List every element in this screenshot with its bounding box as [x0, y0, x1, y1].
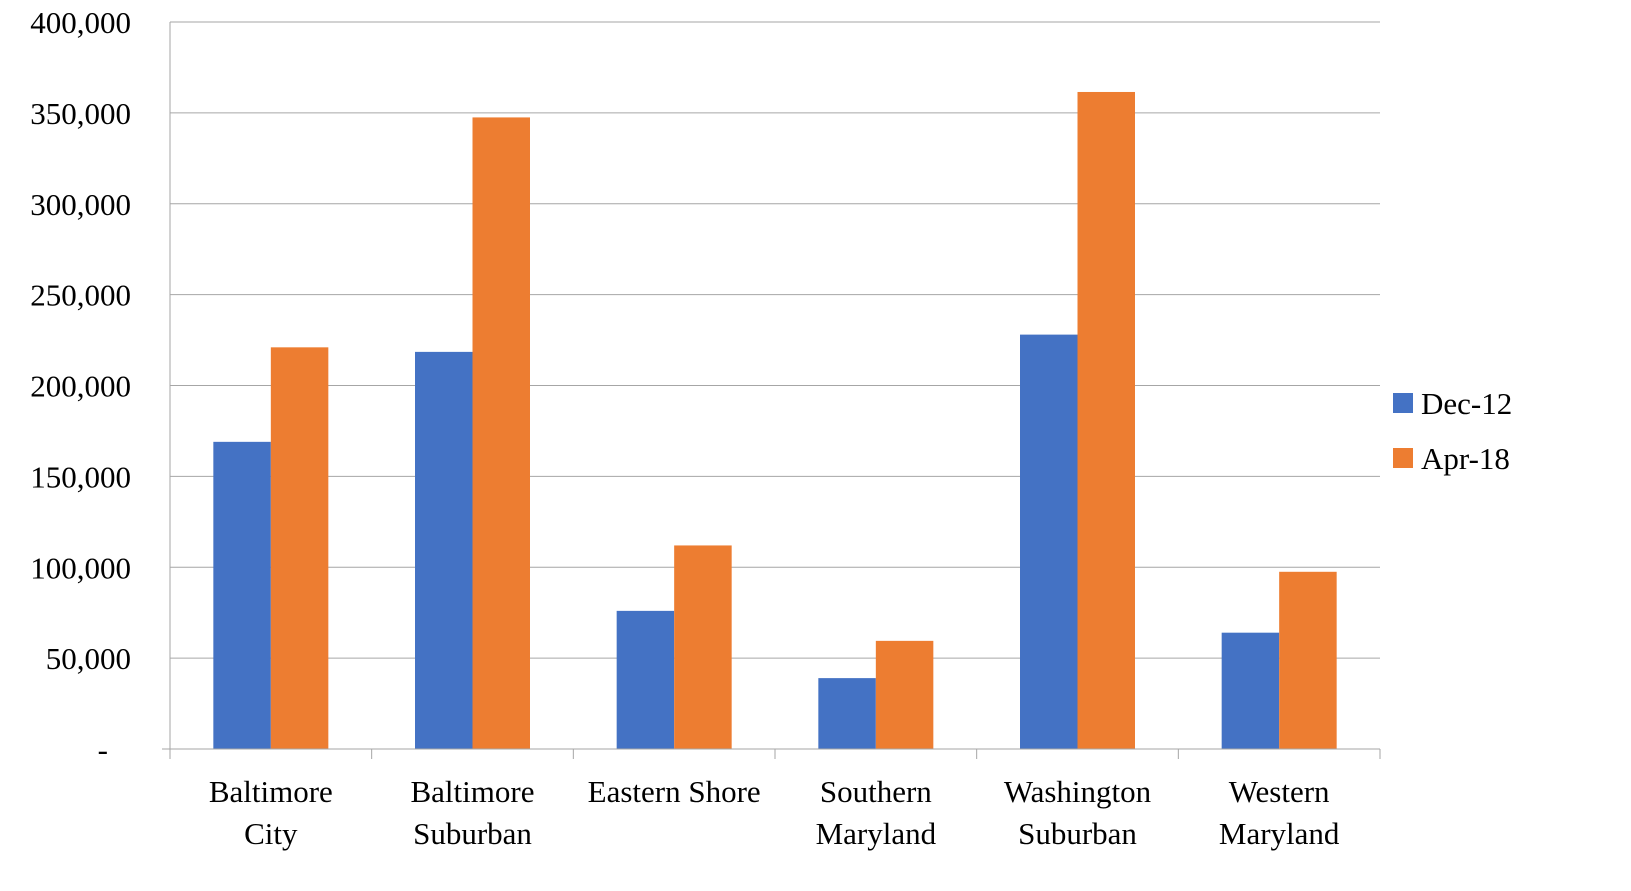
- bar-apr-18: [674, 545, 732, 749]
- legend: Dec-12 Apr-18: [1393, 386, 1512, 476]
- x-tick-label: Suburban: [1018, 816, 1137, 851]
- x-tick-labels: Baltimore City Baltimore Suburban Eastern Sh…: [209, 774, 1340, 851]
- y-tick-label: -: [98, 732, 108, 767]
- bar-dec-12: [1221, 632, 1280, 749]
- x-tick-label: Suburban: [413, 816, 532, 851]
- bar-apr-18: [270, 347, 329, 749]
- x-tick-label: Southern: [820, 774, 932, 809]
- legend-swatch: [1393, 393, 1413, 413]
- y-tick-label: 200,000: [30, 369, 131, 404]
- bar-dec-12: [213, 441, 271, 749]
- bar-dec-12: [818, 678, 876, 749]
- bar-apr-18: [472, 117, 530, 749]
- legend-swatch: [1393, 448, 1413, 468]
- y-tick-label: 50,000: [46, 641, 131, 676]
- x-tick-label: City: [244, 816, 298, 851]
- bars: [213, 91, 1337, 749]
- y-tick-label: 150,000: [30, 459, 131, 494]
- x-tick-label: Baltimore: [411, 774, 535, 809]
- legend-label: Apr-18: [1421, 441, 1510, 476]
- legend-label: Dec-12: [1421, 386, 1512, 421]
- bar-dec-12: [415, 351, 473, 749]
- y-tick-label: 400,000: [30, 5, 131, 40]
- bar-apr-18: [1077, 91, 1135, 749]
- bar-dec-12: [1020, 334, 1078, 749]
- bar-apr-18: [875, 640, 934, 749]
- x-tick-label: Baltimore: [209, 774, 333, 809]
- y-tick-label: 350,000: [30, 96, 131, 131]
- gridlines: [170, 21, 1380, 659]
- x-tick-label: Western: [1229, 774, 1330, 809]
- y-tick-label: 300,000: [30, 187, 131, 222]
- x-tick-label: Eastern Shore: [588, 774, 761, 809]
- x-tick-label: Washington: [1004, 774, 1152, 809]
- axes: [162, 22, 1381, 759]
- bar-apr-18: [1279, 571, 1337, 749]
- bar-dec-12: [616, 610, 675, 749]
- y-tick-labels: - 50,000 100,000 150,000 200,000 250,000 300,0…: [30, 5, 131, 767]
- x-tick-label: Maryland: [1219, 816, 1340, 851]
- x-tick-label: Maryland: [816, 816, 937, 851]
- y-tick-label: 100,000: [30, 550, 131, 585]
- y-tick-label: 250,000: [30, 278, 131, 313]
